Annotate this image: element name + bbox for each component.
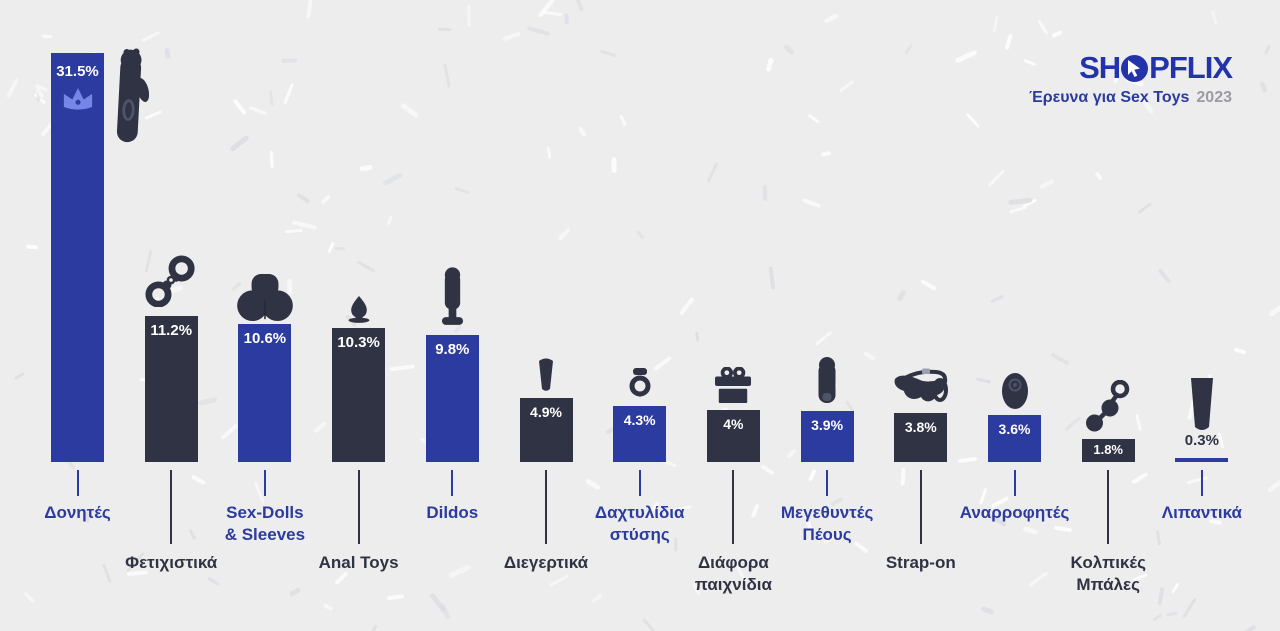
bar-connector — [76, 470, 79, 496]
logo-cursor-icon — [1121, 55, 1149, 82]
bar-2: 11.2% — [144, 316, 198, 462]
bar-connector — [451, 470, 454, 496]
bar-6: 4.9% — [519, 398, 573, 462]
bar-value-label: 3.9% — [811, 417, 844, 434]
bar-category-label: Anal Toys — [318, 553, 399, 572]
bar-3: 10.6% — [238, 324, 292, 462]
bar-category-label: Δονητές — [44, 503, 111, 522]
brand-logo: SH PFLIX — [1029, 50, 1233, 85]
bar-value-label: 4.9% — [530, 404, 562, 421]
strap-on-harness-icon — [892, 367, 950, 412]
bar-category-label: Κολπικές Μπάλες — [1070, 553, 1146, 595]
bar-category-label: Διεγερτικά — [503, 553, 589, 572]
bar-connector — [1200, 470, 1203, 496]
logo-text-left: SH — [1079, 50, 1121, 85]
gift-box-icon — [714, 366, 752, 408]
lube-tube-icon — [1189, 377, 1215, 438]
logo-text-right: PFLIX — [1149, 50, 1233, 85]
bar-value-label: 31.5% — [56, 62, 99, 80]
bar-value-label: 3.6% — [998, 421, 1031, 438]
bar-connector — [1013, 470, 1016, 496]
kegel-balls-icon — [1085, 379, 1131, 437]
bar-value-label: 11.2% — [150, 322, 193, 340]
bar-category-label: Δαχτυλίδια στύσης — [594, 503, 685, 545]
bar-connector — [263, 470, 266, 496]
bar-value-label: 10.3% — [337, 334, 380, 352]
bullet-vibrator-icon — [536, 356, 556, 398]
bar-12: 1.8% — [1081, 438, 1135, 462]
bar-value-label: 4% — [723, 416, 744, 432]
bar-connector — [545, 470, 547, 544]
crown-icon — [51, 86, 104, 112]
bar-value-label: 3.8% — [904, 418, 937, 435]
bar-10: 3.8% — [894, 412, 948, 462]
bar-8: 4% — [706, 410, 760, 462]
bar-4: 10.3% — [332, 328, 386, 462]
bar-connector — [638, 470, 641, 496]
bar-7: 4.3% — [613, 406, 667, 462]
bar-9: 3.9% — [800, 411, 854, 462]
bar-13 — [1175, 458, 1229, 462]
bar-value-label: 9.8% — [435, 340, 470, 358]
bar-value-label: 10.6% — [243, 330, 287, 348]
bar-connector — [826, 470, 829, 496]
bar-1: 31.5% — [51, 52, 104, 462]
bar-category-label: Διάφορα παιχνίδια — [694, 553, 772, 595]
bar-value-label: 0.3% — [1184, 432, 1219, 449]
bar-connector — [732, 470, 735, 544]
survey-subtitle: Έρευνα για Sex Toys — [1029, 89, 1190, 106]
bar-category-label: Dildos — [426, 503, 479, 522]
header: SH PFLIX Έρευνα για Sex Toys 2023 — [1029, 50, 1233, 107]
survey-year: 2023 — [1196, 89, 1232, 106]
bar-category-label: Strap-on — [885, 553, 956, 572]
cock-ring-icon — [626, 368, 654, 402]
butt-plug-icon — [346, 295, 372, 328]
dildo-icon — [441, 266, 464, 334]
bar-category-label: Λιπαντικά — [1161, 503, 1242, 522]
bar-category-label: Sex-Dolls & Sleeves — [224, 503, 306, 545]
bar-value-label: 1.8% — [1093, 441, 1123, 457]
doll-torso-icon — [236, 274, 294, 327]
rabbit-vibrator-icon — [115, 46, 149, 153]
bar-connector — [1107, 470, 1110, 544]
bar-value-label: 4.3% — [623, 412, 656, 429]
bar-connector — [170, 470, 173, 544]
bar-category-label: Αναρροφητές — [959, 503, 1070, 522]
survey-subtitle-row: Έρευνα για Sex Toys 2023 — [1029, 89, 1232, 107]
bar-11: 3.6% — [988, 415, 1041, 462]
bar-5: 9.8% — [425, 334, 479, 462]
bar-category-label: Μεγεθυντές Πέους — [780, 503, 874, 545]
handcuffs-icon — [145, 255, 197, 312]
bar-connector — [919, 470, 922, 544]
penis-sleeve-icon — [816, 357, 838, 412]
suction-egg-icon — [1001, 372, 1029, 415]
bar-connector — [357, 470, 360, 544]
bar-category-label: Φετιχιστικά — [125, 553, 218, 572]
